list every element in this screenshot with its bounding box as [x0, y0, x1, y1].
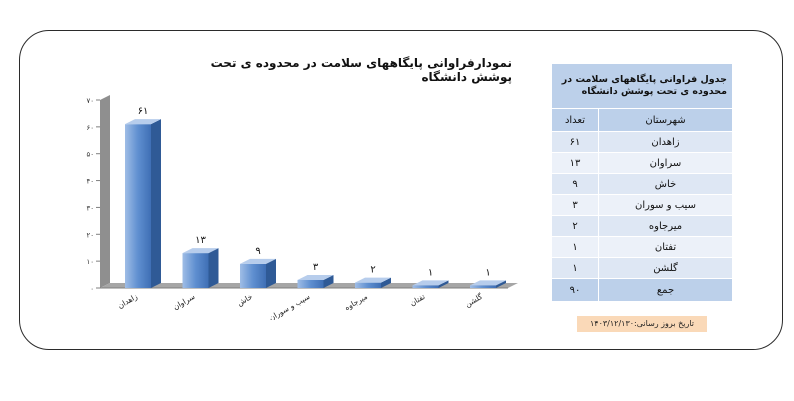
table-row: ۹ خاش — [552, 173, 732, 195]
y-tick-label: ۵۰ — [86, 151, 94, 159]
data-label: ۱۳ — [195, 235, 206, 246]
bar — [470, 285, 496, 288]
table-row: ۶۱ زاهدان — [552, 131, 732, 153]
cell-count: ۱۳ — [552, 152, 599, 174]
bar — [355, 282, 381, 288]
cell-city: زاهدان — [598, 131, 732, 153]
data-label: ۹ — [255, 246, 260, 257]
cell-count: ۹ — [552, 173, 599, 195]
x-tick-label: سیب و سوران — [267, 292, 311, 320]
data-label: ۲ — [370, 265, 375, 276]
x-tick-label: میرجاوه — [343, 292, 369, 312]
cell-city: خاش — [598, 173, 732, 195]
bar-side — [266, 258, 276, 288]
bar-side — [208, 248, 219, 288]
cell-count: ۲ — [552, 215, 599, 237]
bar-side — [151, 119, 161, 288]
cell-city: گلشن — [598, 257, 732, 279]
cell-city: میرجاوه — [598, 215, 732, 237]
data-label: ۶۱ — [138, 106, 149, 117]
y-tick-label: ۱۰ — [86, 258, 94, 266]
table-row: ۳ سیب و سوران — [552, 194, 732, 216]
cell-city: تفتان — [598, 236, 732, 258]
x-tick-label: تفتان — [408, 292, 426, 308]
cell-count: ۳ — [552, 194, 599, 216]
x-tick-label: زاهدان — [116, 292, 139, 311]
y-tick-label: ۳۰ — [86, 204, 94, 212]
total-value: ۹۰ — [552, 278, 599, 301]
bar-top — [125, 119, 161, 125]
table-row: ۲ میرجاوه — [552, 215, 732, 237]
column-header-count: تعداد — [552, 108, 599, 132]
data-label: ۱ — [485, 267, 490, 278]
chart-title: نمودارفراوانی پایگاههای سلامت در محدوده … — [210, 56, 512, 84]
bar — [240, 263, 266, 288]
bar — [297, 279, 324, 288]
data-label: ۱ — [428, 267, 433, 278]
y-tick-label: ۴۰ — [86, 178, 94, 186]
table-total-row: ۹۰ جمع — [552, 278, 732, 301]
bar-top — [182, 248, 219, 254]
bar-top — [297, 274, 334, 280]
bar-side — [323, 274, 334, 288]
cell-count: ۱ — [552, 257, 599, 279]
chart-side-wall — [100, 95, 110, 288]
bar-side — [381, 277, 391, 288]
bar-top — [412, 280, 449, 286]
x-tick-label: سراوان — [171, 292, 196, 312]
update-date: تاریخ بروز رسانی:۱۴۰۳/۱۲/۱۳۰ — [577, 316, 707, 332]
table-row: ۱۳ سراوان — [552, 152, 732, 174]
column-header-city: شهرستان — [598, 108, 732, 132]
bar-top — [355, 277, 391, 283]
data-label: ۳ — [313, 262, 319, 273]
table-row: ۱ گلشن — [552, 257, 732, 279]
cell-city: سیب و سوران — [598, 194, 732, 216]
bar — [412, 285, 439, 288]
cell-count: ۶۱ — [552, 131, 599, 153]
y-tick-label: ۶۰ — [86, 124, 94, 132]
bar-top — [240, 258, 276, 264]
bar-top — [470, 280, 506, 286]
bar-chart: ۰ ۱۰ ۲۰ ۳۰ ۴۰ ۵۰ ۶۰ ۷۰ ۶۱ زاهدان ۱۳ سراوان ۹ خاش ۳ سیب … — [86, 95, 518, 320]
total-label: جمع — [598, 278, 732, 301]
table-caption: جدول فراوانی پایگاههای سلامت در محدوده ی… — [552, 64, 732, 109]
y-tick-label: ۷۰ — [86, 97, 94, 105]
frequency-table: جدول فراوانی پایگاههای سلامت در محدوده ی… — [552, 64, 732, 301]
bar — [182, 253, 209, 288]
x-tick-label: خاش — [236, 292, 255, 308]
y-tick-label: ۲۰ — [86, 231, 94, 239]
cell-count: ۱ — [552, 236, 599, 258]
y-tick-label: ۰ — [90, 285, 94, 293]
cell-city: سراوان — [598, 152, 732, 174]
x-tick-label: گلشن — [464, 292, 485, 309]
bar — [125, 124, 151, 288]
bar-side — [496, 280, 506, 288]
bar-side — [438, 280, 449, 288]
table-row: ۱ تفتان — [552, 236, 732, 258]
